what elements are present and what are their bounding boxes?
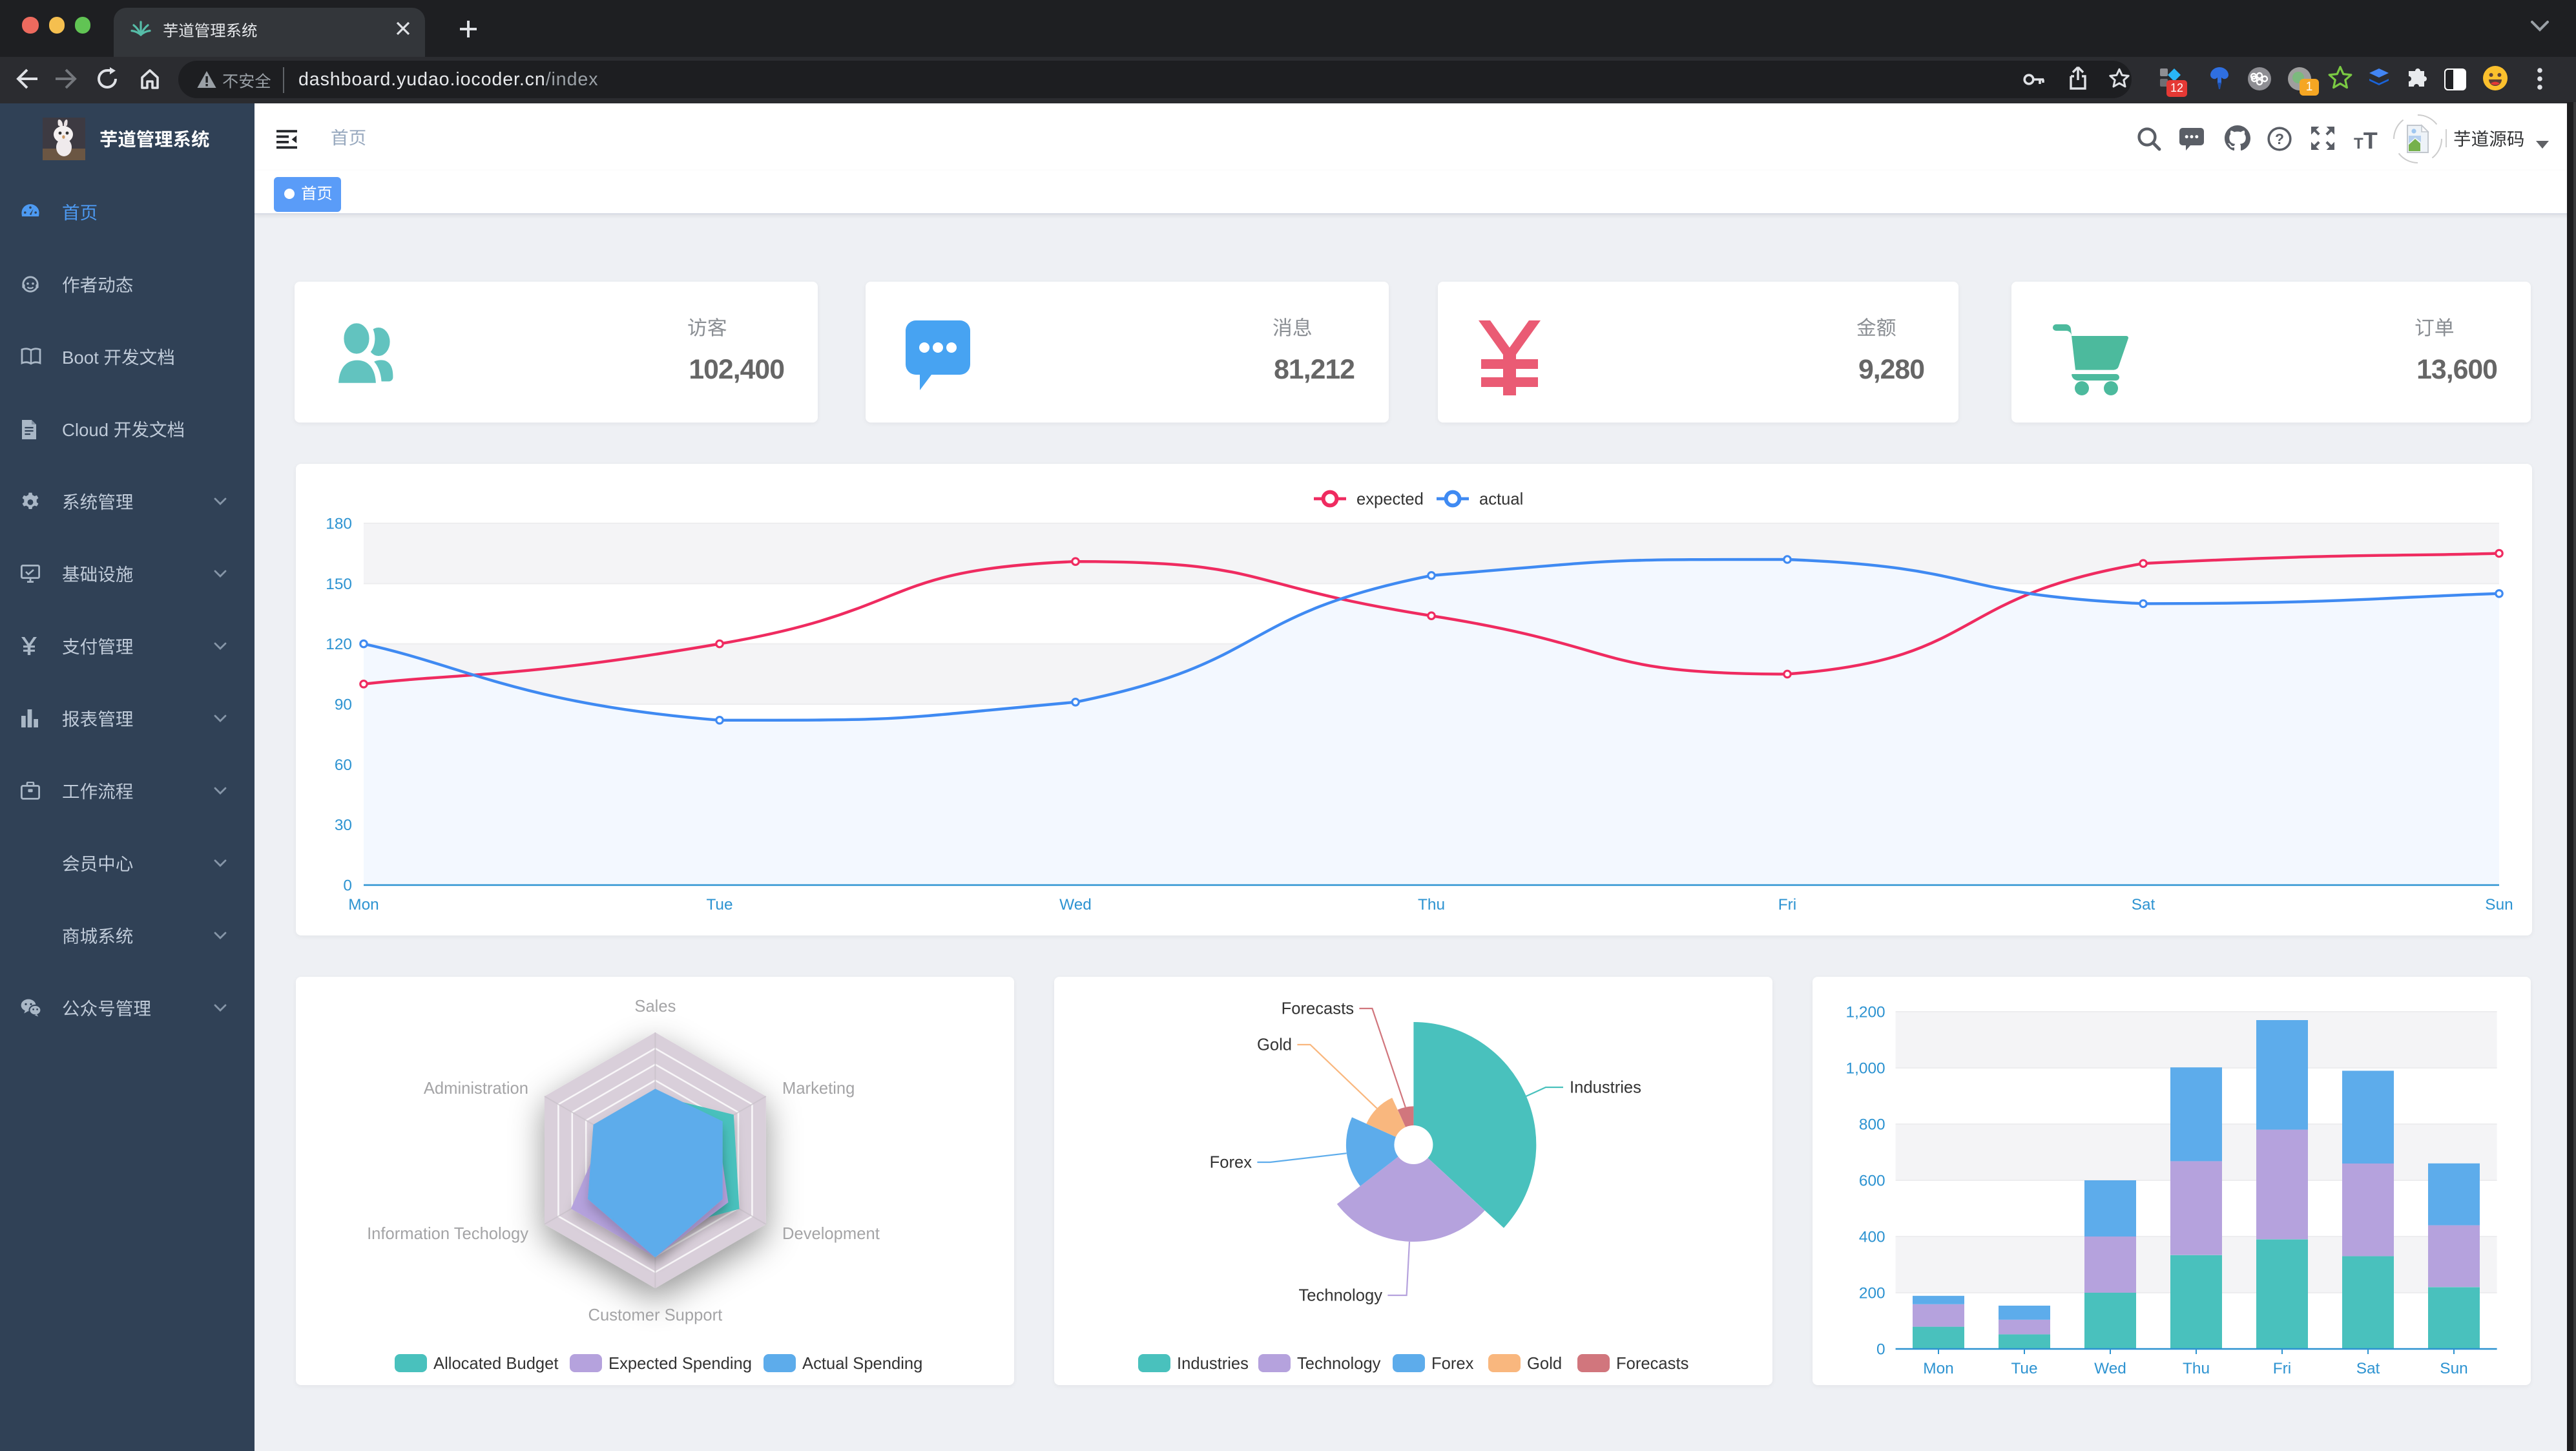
svg-text:Customer Support: Customer Support (588, 1306, 722, 1324)
svg-text:Sat: Sat (2131, 895, 2155, 913)
svg-text:Technology: Technology (1297, 1354, 1381, 1372)
svg-text:Development: Development (782, 1224, 879, 1242)
svg-text:180: 180 (325, 515, 351, 532)
svg-text:Sun: Sun (2440, 1359, 2468, 1377)
svg-text:Tue: Tue (2011, 1359, 2038, 1377)
svg-text:actual: actual (1479, 490, 1522, 508)
svg-text:0: 0 (1876, 1341, 1885, 1358)
svg-text:Industries: Industries (1177, 1354, 1249, 1372)
svg-text:Fri: Fri (1778, 895, 1796, 913)
svg-text:1,200: 1,200 (1846, 1003, 1885, 1021)
svg-text:150: 150 (325, 575, 351, 592)
svg-text:Gold: Gold (1257, 1036, 1292, 1054)
svg-text:Marketing: Marketing (782, 1079, 854, 1097)
svg-text:60: 60 (334, 756, 351, 773)
svg-text:?: ? (2275, 130, 2284, 147)
svg-text:Technology: Technology (1298, 1286, 1382, 1304)
svg-text:Allocated Budget: Allocated Budget (433, 1354, 558, 1372)
svg-text:Industries: Industries (1570, 1078, 1641, 1096)
svg-text:Thu: Thu (2183, 1359, 2210, 1377)
svg-text:Sun: Sun (2484, 895, 2512, 913)
svg-text:0: 0 (342, 877, 351, 894)
svg-text:expected: expected (1356, 490, 1423, 508)
svg-text:120: 120 (325, 635, 351, 652)
svg-text:Wed: Wed (2095, 1359, 2127, 1377)
svg-text:Thu: Thu (1417, 895, 1444, 913)
svg-text:Gold: Gold (1527, 1354, 1562, 1372)
svg-text:Forex: Forex (1431, 1354, 1474, 1372)
svg-text:Sales: Sales (634, 997, 675, 1015)
svg-text:Forecasts: Forecasts (1616, 1354, 1688, 1372)
svg-text:Actual Spending: Actual Spending (802, 1354, 922, 1372)
svg-text:Sat: Sat (2356, 1359, 2380, 1377)
svg-text:30: 30 (334, 816, 351, 833)
svg-text:Fri: Fri (2273, 1359, 2291, 1377)
svg-text:Information Techology: Information Techology (366, 1224, 528, 1242)
svg-text:Forecasts: Forecasts (1281, 999, 1353, 1018)
svg-text:200: 200 (1859, 1284, 1885, 1302)
svg-text:90: 90 (334, 696, 351, 713)
svg-text:800: 800 (1859, 1116, 1885, 1133)
svg-text:Tue: Tue (705, 895, 732, 913)
svg-text:Mon: Mon (1924, 1359, 1954, 1377)
svg-text:400: 400 (1859, 1228, 1885, 1246)
svg-text:600: 600 (1859, 1172, 1885, 1189)
svg-text:Expected Spending: Expected Spending (608, 1354, 751, 1372)
svg-text:1,000: 1,000 (1846, 1060, 1885, 1077)
svg-text:Mon: Mon (348, 895, 378, 913)
svg-text:Administration: Administration (423, 1079, 528, 1097)
svg-text:Forex: Forex (1209, 1153, 1252, 1171)
svg-text:Wed: Wed (1059, 895, 1091, 913)
